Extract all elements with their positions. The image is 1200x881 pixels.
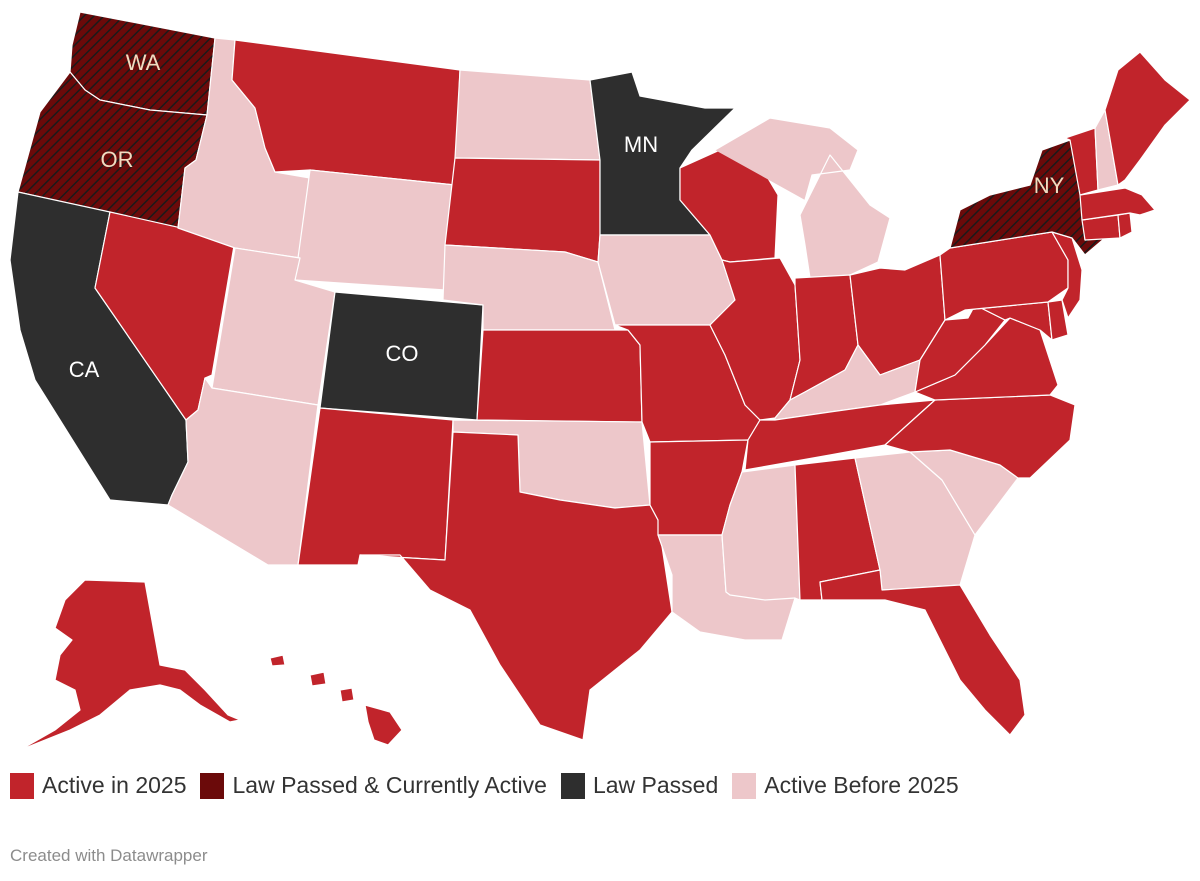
legend-label-active-2025: Active in 2025 — [42, 772, 187, 798]
state-label-or: OR — [101, 147, 134, 172]
state-mi[interactable] — [714, 117, 891, 279]
legend-item-active-before: Active Before 2025 — [732, 772, 959, 799]
legend-swatch-active-2025 — [10, 772, 34, 799]
state-wy[interactable] — [294, 169, 456, 291]
state-label-wa: WA — [126, 50, 161, 75]
state-nj[interactable] — [1051, 231, 1083, 319]
state-label-mn: MN — [624, 132, 658, 157]
state-label-co: CO — [386, 341, 419, 366]
state-label-ny: NY — [1034, 173, 1065, 198]
state-ks[interactable] — [476, 329, 643, 423]
state-az[interactable] — [167, 377, 319, 566]
state-nc[interactable] — [884, 394, 1076, 479]
state-vt[interactable] — [1064, 127, 1099, 196]
state-de[interactable] — [1047, 299, 1069, 341]
state-ia[interactable] — [597, 234, 736, 326]
state-hi[interactable] — [269, 654, 403, 746]
legend-swatch-law-active — [200, 772, 225, 799]
legend-swatch-law-passed — [560, 772, 585, 799]
legend-item-law-active: Law Passed & Currently Active — [200, 772, 547, 799]
us-map-svg: WA OR CA CO MN NY — [9, 11, 1191, 751]
state-ma[interactable] — [1079, 187, 1156, 221]
state-ri[interactable] — [1117, 212, 1133, 239]
state-ak[interactable] — [19, 579, 241, 751]
state-tx[interactable] — [359, 431, 673, 741]
state-fl[interactable] — [819, 569, 1026, 736]
state-nm[interactable] — [297, 407, 454, 566]
state-mn[interactable] — [589, 71, 736, 236]
legend-item-law-passed: Law Passed — [560, 772, 719, 799]
state-me[interactable] — [1104, 51, 1191, 186]
legend-label-law-active: Law Passed & Currently Active — [232, 772, 547, 798]
legend-label-active-before: Active Before 2025 — [764, 772, 959, 798]
legend: Active in 2025 Law Passed & Currently Ac… — [10, 772, 973, 799]
state-nd[interactable] — [454, 69, 601, 161]
legend-swatch-active-before — [732, 772, 757, 799]
state-label-ca: CA — [69, 357, 100, 382]
credit-text: Created with Datawrapper — [10, 846, 208, 865]
legend-label-law-passed: Law Passed — [592, 772, 719, 798]
us-map: WA OR CA CO MN NY — [9, 11, 1191, 751]
legend-item-active-2025: Active in 2025 — [10, 772, 186, 799]
